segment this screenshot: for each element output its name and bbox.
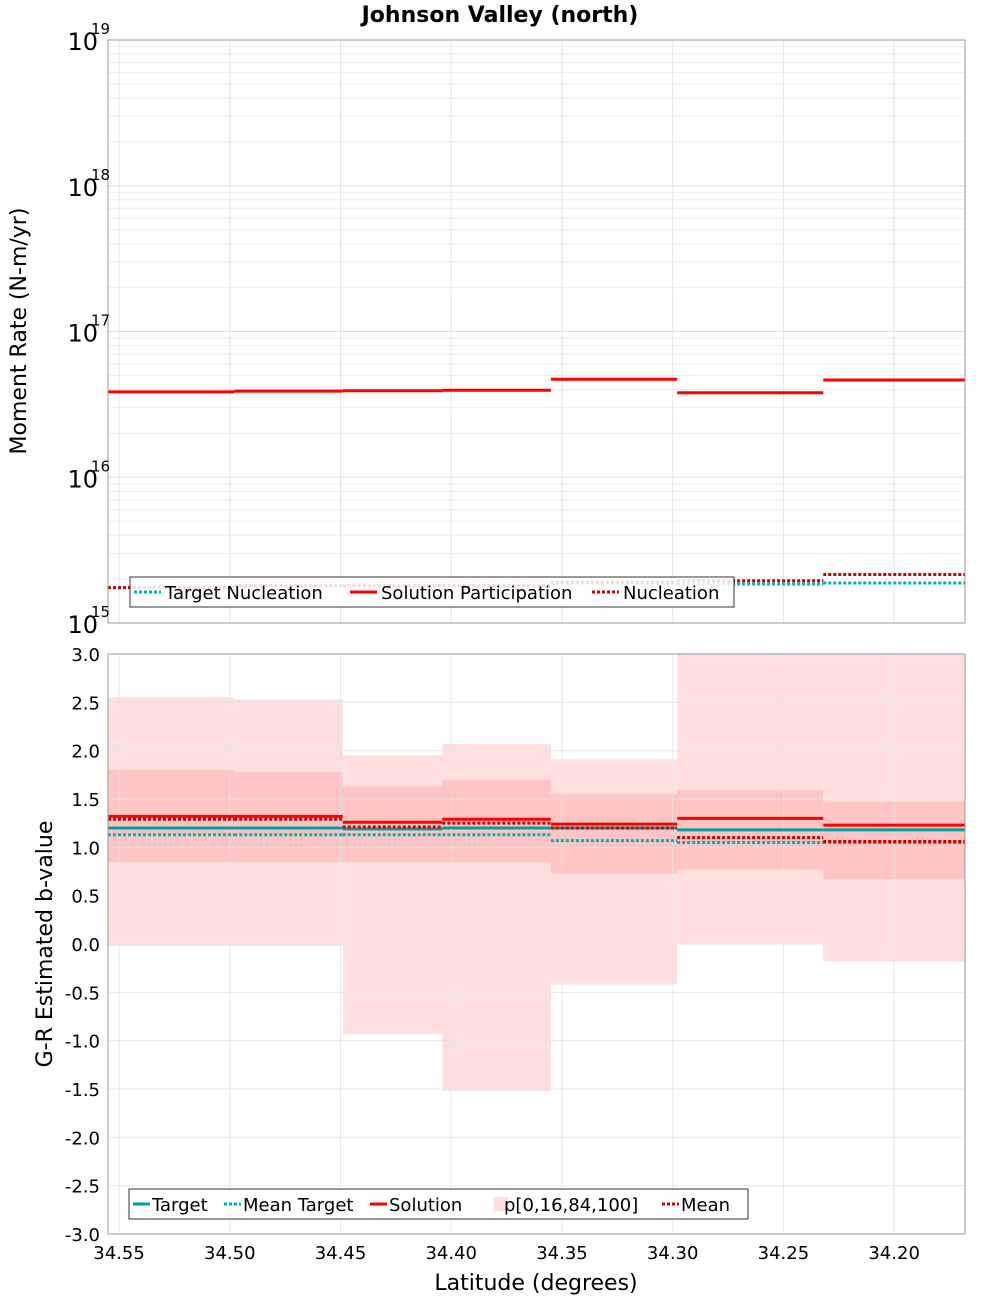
bvalue-y-tick-label: 3.0 bbox=[71, 645, 100, 666]
bvalue-y-tick-label: 2.5 bbox=[71, 693, 100, 714]
moment-y-tick-label: 10 bbox=[67, 28, 98, 56]
moment-y-tick-exponent: 16 bbox=[91, 457, 110, 475]
x-tick-label: 34.55 bbox=[93, 1243, 145, 1264]
moment-legend-label: Solution Participation bbox=[381, 583, 572, 604]
bvalue-y-tick-label: 0.5 bbox=[71, 887, 100, 908]
chart-title: Johnson Valley (north) bbox=[360, 3, 639, 28]
bvalue-legend-label: Target bbox=[151, 1195, 208, 1216]
x-tick-label: 34.30 bbox=[647, 1243, 699, 1264]
moment-y-tick-label: 10 bbox=[67, 611, 98, 639]
moment-legend: Target Nucleation Solution Participation N… bbox=[129, 576, 735, 608]
x-tick-label: 34.25 bbox=[758, 1243, 810, 1264]
bvalue-legend-swatch bbox=[494, 1197, 508, 1211]
bvalue-legend-box bbox=[128, 1188, 749, 1220]
x-tick-label: 34.50 bbox=[204, 1243, 256, 1264]
bvalue-y-tick-label: 0.0 bbox=[71, 935, 100, 956]
bvalue-y-tick-label: -1.5 bbox=[65, 1080, 100, 1101]
bvalue-y-tick-label: -3.0 bbox=[65, 1225, 100, 1246]
moment-y-axis-label: Moment Rate (N-m/yr) bbox=[7, 208, 32, 455]
bvalue-plot-frame bbox=[107, 653, 966, 1235]
moment-y-tick-exponent: 19 bbox=[91, 20, 110, 38]
bvalue-legend-label: Solution bbox=[389, 1195, 462, 1216]
bvalue-panel: 3.0 2.5 2.0 1.5 1.0 0.5 0.0 -0.5 -1.0 -1.5 -2.0 -2.… bbox=[33, 645, 966, 1246]
moment-plot-frame bbox=[107, 39, 966, 624]
moment-y-tick-label: 10 bbox=[67, 320, 98, 348]
x-tick-label: 34.35 bbox=[536, 1243, 588, 1264]
bvalue-y-tick-label: 1.5 bbox=[71, 790, 100, 811]
moment-y-tick-label: 10 bbox=[67, 174, 98, 202]
bvalue-y-ticks: 3.0 2.5 2.0 1.5 1.0 0.5 0.0 -0.5 -1.0 -1.5 -2.0 -2.… bbox=[65, 645, 100, 1246]
bvalue-p16-p84-band bbox=[550, 794, 678, 874]
moment-y-tick-exponent: 17 bbox=[91, 312, 110, 330]
bvalue-y-tick-label: -2.0 bbox=[65, 1128, 100, 1149]
bvalue-y-tick-label: -2.5 bbox=[65, 1177, 100, 1198]
moment-legend-label: Nucleation bbox=[623, 583, 719, 604]
moment-y-tick-exponent: 18 bbox=[91, 166, 110, 184]
moment-legend-box bbox=[129, 576, 735, 608]
bvalue-series bbox=[108, 814, 965, 844]
bvalue-p16-p84-band bbox=[342, 786, 443, 862]
x-axis-ticks: 34.55 34.50 34.45 34.40 34.35 34.30 34.25 34.20 bbox=[93, 1243, 920, 1264]
bvalue-legend-label: Mean bbox=[681, 1195, 730, 1216]
bvalue-y-tick-label: 1.0 bbox=[71, 838, 100, 859]
bvalue-y-tick-label: -0.5 bbox=[65, 983, 100, 1004]
bvalue-y-tick-label: 2.0 bbox=[71, 742, 100, 763]
moment-legend-label: Target Nucleation bbox=[164, 583, 323, 604]
x-tick-label: 34.20 bbox=[868, 1243, 920, 1264]
moment-y-tick-label: 10 bbox=[67, 465, 98, 493]
bvalue-legend-label: Mean Target bbox=[243, 1195, 353, 1216]
bvalue-legend-label: p[0,16,84,100] bbox=[504, 1195, 638, 1216]
x-tick-label: 34.40 bbox=[425, 1243, 477, 1264]
x-tick-label: 34.45 bbox=[315, 1243, 367, 1264]
bvalue-legend: Target Mean Target Solution p[0,16,84,100] M… bbox=[128, 1188, 749, 1220]
bvalue-y-tick-label: -1.0 bbox=[65, 1032, 100, 1053]
moment-y-tick-exponent: 15 bbox=[91, 603, 110, 621]
bvalue-y-axis-label: G-R Estimated b-value bbox=[33, 821, 58, 1068]
x-axis-label: Latitude (degrees) bbox=[434, 1271, 637, 1296]
